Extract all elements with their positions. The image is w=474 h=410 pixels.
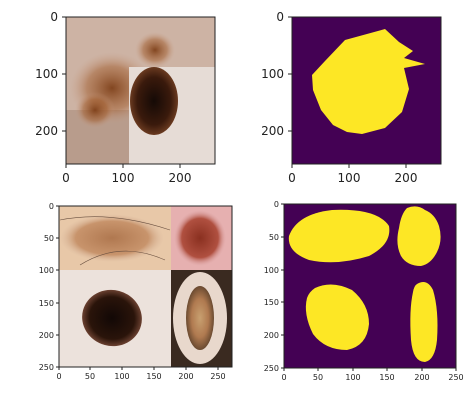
y-tick-label: 0: [50, 10, 58, 24]
y-tick-label: 250: [39, 363, 54, 372]
y-tick-label: 150: [39, 299, 54, 308]
mask-plot-bottom-right: 0 50 100 150 200 250 0 50 100 150 200 25…: [264, 200, 464, 382]
x-tick-label: 0: [62, 171, 70, 185]
tan-lesion: [60, 214, 164, 262]
hair-strand: [59, 216, 171, 231]
y-tick-label: 250: [264, 364, 279, 373]
red-lesion: [174, 210, 226, 266]
image-plot-top-left: 0 100 200 0 100 200: [35, 10, 216, 185]
x-tick-label: 200: [414, 373, 429, 382]
image-panel-bottom-left: 0 50 100 150 200 250 0 50 100 150 200 25…: [0, 200, 237, 406]
y-tick-label: 0: [274, 200, 279, 209]
y-tick-label: 100: [35, 67, 58, 81]
x-tick-label: 100: [112, 171, 135, 185]
plot-frame: [291, 16, 442, 165]
mask-region-bottom-right: [410, 282, 438, 362]
y-tick-label: 50: [44, 234, 54, 243]
mask-panel-bottom-right: 0 50 100 150 200 250 0 50 100 150 200 25…: [237, 200, 474, 406]
x-tick-label: 250: [448, 373, 463, 382]
y-tick-label: 0: [276, 10, 284, 24]
hair-strand: [79, 250, 166, 266]
x-tick-label: 100: [338, 171, 361, 185]
y-tick-label: 100: [261, 67, 284, 81]
x-tick-label: 200: [169, 171, 192, 185]
x-tick-label: 200: [178, 372, 193, 381]
x-tick-label: 0: [56, 372, 61, 381]
image-plot-bottom-left: 0 50 100 150 200 250 0 50 100 150 200 25…: [39, 202, 233, 381]
y-tick-label: 100: [264, 266, 279, 275]
x-axis-ticks: [283, 368, 457, 371]
x-tick-label: 100: [114, 372, 129, 381]
dark-mole: [130, 67, 178, 135]
x-axis-ticks: [65, 164, 181, 168]
x-tick-label: 200: [395, 171, 418, 185]
black-lesion: [82, 289, 142, 347]
mask-region-top-right: [397, 206, 441, 266]
y-tick-label: 150: [264, 298, 279, 307]
freckle-cluster-left: [75, 92, 115, 128]
y-axis-ticks: [62, 16, 66, 132]
y-tick-label: 100: [39, 266, 54, 275]
y-tick-label: 0: [49, 202, 54, 211]
mask-panel-top-right: 0 100 200 0 100 200: [237, 0, 474, 203]
mask-region-top-left: [288, 209, 390, 263]
freckle-cluster-top: [135, 32, 175, 68]
y-axis-ticks: [288, 16, 292, 132]
y-tick-label: 200: [39, 331, 54, 340]
y-tick-label: 50: [269, 233, 279, 242]
plot-frame: [58, 205, 233, 368]
y-tick-label: 200: [261, 124, 284, 138]
mask-plot-top-right: 0 100 200 0 100 200: [261, 10, 442, 185]
y-axis-ticks: [281, 203, 284, 369]
x-tick-label: 0: [281, 373, 286, 382]
x-tick-label: 150: [379, 373, 394, 382]
x-tick-label: 50: [85, 372, 95, 381]
x-tick-label: 150: [146, 372, 161, 381]
x-tick-label: 250: [210, 372, 225, 381]
x-tick-label: 50: [313, 373, 323, 382]
image-panel-top-left: 0 100 200 0 100 200: [0, 0, 237, 203]
x-axis-ticks: [58, 367, 219, 370]
y-tick-label: 200: [264, 331, 279, 340]
mask-region-bottom-left: [305, 284, 369, 350]
y-tick-label: 200: [35, 124, 58, 138]
oval-lesion: [186, 286, 214, 350]
plot-frame: [65, 16, 216, 165]
x-tick-label: 0: [288, 171, 296, 185]
x-tick-label: 100: [345, 373, 360, 382]
x-axis-ticks: [291, 164, 407, 168]
mask-region: [312, 29, 425, 134]
plot-frame: [283, 203, 457, 369]
